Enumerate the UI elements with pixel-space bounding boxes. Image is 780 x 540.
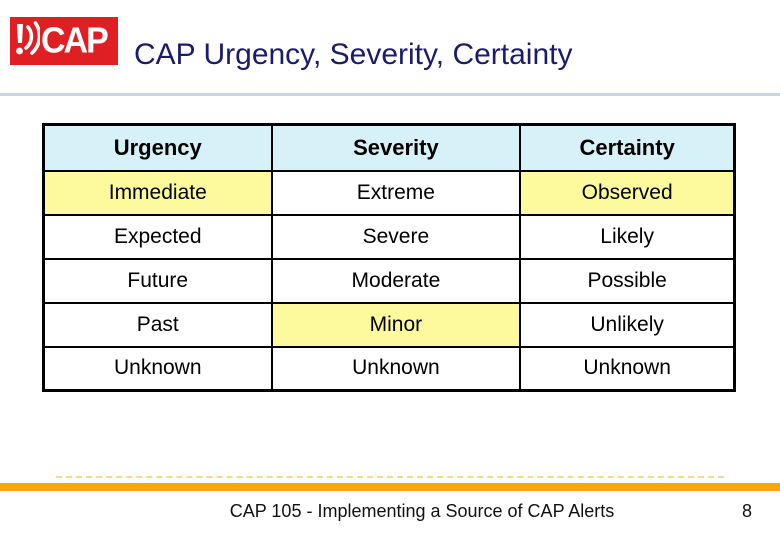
table-cell: Extreme — [270, 169, 522, 216]
table-cell: Future — [42, 257, 273, 304]
column-header-certainty: Certainty — [519, 123, 736, 172]
footer: CAP 105 - Implementing a Source of CAP A… — [64, 501, 780, 527]
cap-elements-table: Urgency Severity Certainty Immediate Ext… — [42, 123, 736, 392]
page-number: 8 — [741, 501, 752, 521]
table-header-row: Urgency Severity Certainty — [42, 123, 736, 172]
table-cell: Unknown — [270, 345, 522, 392]
column-header-severity: Severity — [270, 123, 522, 172]
table-cell: Unknown — [519, 345, 736, 392]
table-cell: Minor — [270, 301, 522, 348]
table-cell: Immediate — [42, 169, 273, 216]
table-cell: Likely — [519, 213, 736, 260]
footer-bar — [0, 483, 780, 491]
table-cell: Possible — [519, 257, 736, 304]
footer-text: CAP 105 - Implementing a Source of CAP A… — [229, 501, 615, 521]
logo-text: CAP — [41, 21, 109, 61]
table-cell: Unlikely — [519, 301, 736, 348]
page-title: CAP Urgency, Severity, Certainty — [134, 38, 573, 71]
table-cell: Unknown — [42, 345, 273, 392]
alert-signal-icon — [16, 21, 40, 55]
title-divider — [0, 93, 780, 96]
table-cell: Observed — [519, 169, 736, 216]
column-header-urgency: Urgency — [42, 123, 273, 172]
table-row: Future Moderate Possible — [42, 257, 736, 304]
cap-logo: CAP — [10, 17, 118, 65]
table-cell: Severe — [270, 213, 522, 260]
table-row: Past Minor Unlikely — [42, 301, 736, 348]
table-row: Unknown Unknown Unknown — [42, 345, 736, 392]
table-row: Immediate Extreme Observed — [42, 169, 736, 216]
footer-dashed-line — [56, 476, 724, 478]
table-cell: Past — [42, 301, 273, 348]
table-cell: Expected — [42, 213, 273, 260]
table-row: Expected Severe Likely — [42, 213, 736, 260]
table-cell: Moderate — [270, 257, 522, 304]
